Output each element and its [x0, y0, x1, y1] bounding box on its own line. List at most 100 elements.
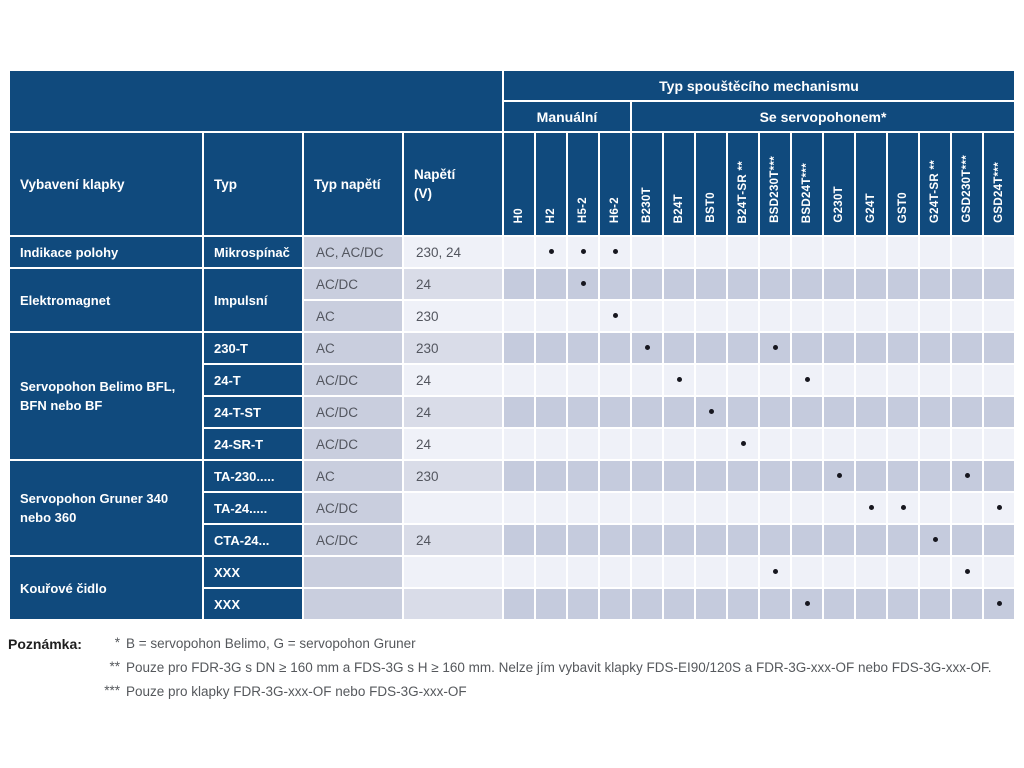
- mech-cell: [632, 397, 662, 427]
- voltage-cell: 24: [404, 365, 502, 395]
- type-cell: Impulsní: [204, 269, 302, 331]
- footnote-stars: ***: [104, 683, 120, 698]
- mech-cell: [504, 269, 534, 299]
- mech-cell: [600, 365, 630, 395]
- mech-cell: [728, 237, 758, 267]
- mech-cell: [696, 365, 726, 395]
- mech-column-header: H2: [536, 133, 566, 235]
- mech-cell: [504, 461, 534, 491]
- mech-cell: [920, 333, 950, 363]
- mech-cell: [920, 557, 950, 587]
- mech-column-header: B24T-SR **: [728, 133, 758, 235]
- mech-cell: [984, 269, 1014, 299]
- voltage-type-cell: AC: [304, 301, 402, 331]
- mech-cell: [728, 397, 758, 427]
- table-row: TA-24..... AC/DC: [10, 493, 1014, 523]
- mech-cell: [760, 429, 790, 459]
- mech-cell: [920, 301, 950, 331]
- mech-cell: [600, 493, 630, 523]
- mech-cell: [856, 237, 886, 267]
- mech-cell: [696, 429, 726, 459]
- mech-cell: [696, 525, 726, 555]
- voltage-type-cell: AC, AC/DC: [304, 237, 402, 267]
- mech-cell: [568, 301, 598, 331]
- voltage-cell: 230, 24: [404, 237, 502, 267]
- mech-cell: [888, 557, 918, 587]
- mech-cell: [824, 525, 854, 555]
- mech-cell: [696, 557, 726, 587]
- mech-cell: [856, 589, 886, 619]
- mech-cell: [568, 365, 598, 395]
- type-cell: 230-T: [204, 333, 302, 363]
- dot-cell: [856, 493, 886, 523]
- mech-cell: [664, 397, 694, 427]
- mech-cell: [984, 237, 1014, 267]
- mech-column-label: G24T: [865, 193, 877, 223]
- mech-cell: [984, 461, 1014, 491]
- mech-cell: [504, 365, 534, 395]
- mech-cell: [504, 525, 534, 555]
- mech-cell: [696, 461, 726, 491]
- mech-cell: [568, 333, 598, 363]
- mech-cell: [984, 333, 1014, 363]
- mech-cell: [952, 301, 982, 331]
- mech-cell: [888, 237, 918, 267]
- footnote-stars: **: [109, 659, 120, 674]
- voltage-cell: 230: [404, 301, 502, 331]
- mech-cell: [856, 333, 886, 363]
- voltage-cell: [404, 557, 502, 587]
- mech-cell: [984, 301, 1014, 331]
- mech-column-label: H2: [545, 207, 557, 223]
- mech-column-label: G230T: [833, 186, 845, 223]
- mech-column-label: H6-2: [609, 196, 621, 223]
- mech-cell: [632, 429, 662, 459]
- mech-cell: [824, 333, 854, 363]
- table-row: Indikace polohy Mikrospínač AC, AC/DC 230, …: [10, 237, 1014, 267]
- voltage-type-cell: [304, 589, 402, 619]
- mech-cell: [696, 333, 726, 363]
- mech-column-header: BSD230T***: [760, 133, 790, 235]
- mech-column-header: GSD24T***: [984, 133, 1014, 235]
- mech-cell: [536, 397, 566, 427]
- mech-cell: [696, 493, 726, 523]
- mech-cell: [728, 333, 758, 363]
- footnote-label-spacer: [8, 680, 94, 704]
- header-voltage-type: Typ napětí: [304, 133, 402, 235]
- mech-cell: [632, 237, 662, 267]
- mech-cell: [952, 589, 982, 619]
- table-row: 24-T AC/DC 24: [10, 365, 1014, 395]
- mech-cell: [952, 365, 982, 395]
- dot-cell: [952, 461, 982, 491]
- type-cell: Mikrospínač: [204, 237, 302, 267]
- voltage-type-cell: AC/DC: [304, 397, 402, 427]
- dot-cell: [984, 589, 1014, 619]
- mech-cell: [984, 429, 1014, 459]
- mech-cell: [792, 493, 822, 523]
- footnote-label-spacer: [8, 656, 94, 680]
- mech-cell: [504, 237, 534, 267]
- mech-cell: [984, 525, 1014, 555]
- mech-cell: [728, 269, 758, 299]
- mech-cell: [536, 461, 566, 491]
- mech-cell: [856, 269, 886, 299]
- mech-cell: [696, 269, 726, 299]
- table-row: AC 230: [10, 301, 1014, 331]
- dot-cell: [760, 333, 790, 363]
- mech-cell: [504, 493, 534, 523]
- mech-cell: [536, 525, 566, 555]
- voltage-type-cell: AC/DC: [304, 493, 402, 523]
- mech-cell: [760, 397, 790, 427]
- mech-cell: [856, 365, 886, 395]
- mech-cell: [664, 461, 694, 491]
- mech-cell: [632, 301, 662, 331]
- voltage-type-cell: AC: [304, 461, 402, 491]
- mech-column-label: B24T-SR **: [737, 160, 749, 223]
- mech-column-label: BSD24T***: [801, 162, 813, 223]
- mech-column-label: GSD24T***: [993, 162, 1005, 223]
- type-cell: TA-24.....: [204, 493, 302, 523]
- dot-cell: [536, 237, 566, 267]
- equipment-cell: Kouřové čidlo: [10, 557, 202, 619]
- header-voltage: Napětí (V): [404, 133, 502, 235]
- mech-cell: [664, 237, 694, 267]
- mech-cell: [696, 301, 726, 331]
